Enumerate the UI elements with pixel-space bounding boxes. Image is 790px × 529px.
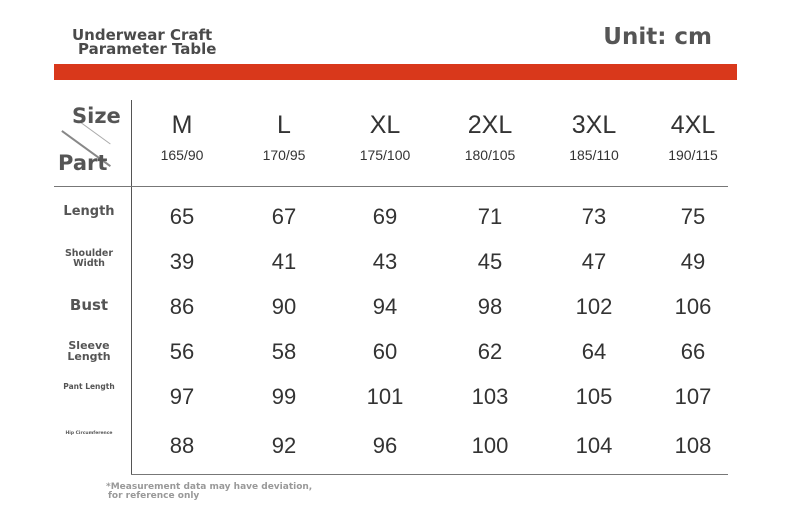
table-cell: 101 xyxy=(366,384,404,409)
table-cell: 105 xyxy=(575,384,613,409)
size-name-m: M xyxy=(171,111,193,139)
size-name-3xl: 3XL xyxy=(571,111,617,139)
size-spec-m: 165/90 xyxy=(160,147,204,163)
table-cell: 104 xyxy=(575,433,613,458)
part-label-line-1: Bust xyxy=(69,296,109,314)
table-cell: 65 xyxy=(169,204,195,229)
table-cell: 97 xyxy=(169,384,195,409)
size-name-l: L xyxy=(277,111,291,139)
table-cell: 102 xyxy=(575,294,613,319)
size-name-2xl: 2XL xyxy=(467,111,513,139)
table-cell: 98 xyxy=(477,294,503,319)
table-cell: 86 xyxy=(169,294,195,319)
table-cell: 43 xyxy=(372,249,398,274)
table-cell: 88 xyxy=(169,433,195,458)
title-line-2: Parameter Table xyxy=(78,40,217,58)
size-spec-l: 170/95 xyxy=(262,147,306,163)
part-label-line-2: Width xyxy=(73,257,105,269)
size-spec-3xl: 185/110 xyxy=(569,147,619,163)
part-label-line-2: Length xyxy=(67,350,111,363)
row-part-label: Pant Length xyxy=(56,383,122,391)
table-cell: 96 xyxy=(372,433,398,458)
table-title: Underwear Craft Parameter Table xyxy=(72,26,217,58)
part-label-line-1: Sleeve xyxy=(68,339,110,352)
footnote: *Measurement data may have deviation, fo… xyxy=(106,483,312,501)
row-part-label: Sleeve Length xyxy=(56,340,122,362)
header-divider xyxy=(54,186,728,187)
table-cell: 106 xyxy=(674,294,712,319)
accent-bar xyxy=(54,64,737,80)
table-cell: 62 xyxy=(477,339,503,364)
table-cell: 90 xyxy=(271,294,297,319)
part-label-line-1: Pant Length xyxy=(63,382,115,391)
footnote-line-2: for reference only xyxy=(108,491,200,501)
bottom-divider xyxy=(131,474,728,475)
table-cell: 73 xyxy=(581,204,607,229)
table-cell: 99 xyxy=(271,384,297,409)
table-cell: 94 xyxy=(372,294,398,319)
part-label-line-1: Length xyxy=(63,204,115,219)
size-spec-4xl: 190/115 xyxy=(668,147,718,163)
table-cell: 49 xyxy=(680,249,706,274)
table-cell: 92 xyxy=(271,433,297,458)
row-part-label: Length xyxy=(56,205,122,218)
part-label-line-1: Hip Circumference xyxy=(65,431,113,436)
table-cell: 41 xyxy=(271,249,297,274)
table-cell: 71 xyxy=(477,204,503,229)
table-cell: 108 xyxy=(674,433,712,458)
title-line-1: Underwear Craft xyxy=(72,26,213,44)
footnote-line-1: *Measurement data may have deviation, xyxy=(106,482,313,492)
table-cell: 58 xyxy=(271,339,297,364)
row-part-label: Bust xyxy=(56,298,122,313)
table-cell: 66 xyxy=(680,339,706,364)
table-cell: 103 xyxy=(471,384,509,409)
corner-size-label: Size xyxy=(72,104,121,128)
table-cell: 75 xyxy=(680,204,706,229)
unit-label: Unit: cm xyxy=(603,24,712,50)
size-spec-2xl: 180/105 xyxy=(464,147,516,163)
size-name-4xl: 4XL xyxy=(670,111,716,139)
table-cell: 60 xyxy=(372,339,398,364)
part-label-line-1: Shoulder xyxy=(64,248,114,259)
size-spec-xl: 175/100 xyxy=(359,147,411,163)
table-cell: 107 xyxy=(674,384,712,409)
size-name-xl: XL xyxy=(369,111,401,139)
table-cell: 67 xyxy=(271,204,297,229)
table-cell: 45 xyxy=(477,249,503,274)
table-cell: 39 xyxy=(169,249,195,274)
row-part-label: Shoulder Width xyxy=(56,249,122,268)
table-cell: 100 xyxy=(471,433,509,458)
table-cell: 47 xyxy=(581,249,607,274)
table-cell: 64 xyxy=(581,339,607,364)
row-part-label: Hip Circumference xyxy=(56,431,122,437)
vertical-divider xyxy=(131,100,132,474)
corner-part-label: Part xyxy=(58,151,108,175)
table-cell: 69 xyxy=(372,204,398,229)
table-cell: 56 xyxy=(169,339,195,364)
